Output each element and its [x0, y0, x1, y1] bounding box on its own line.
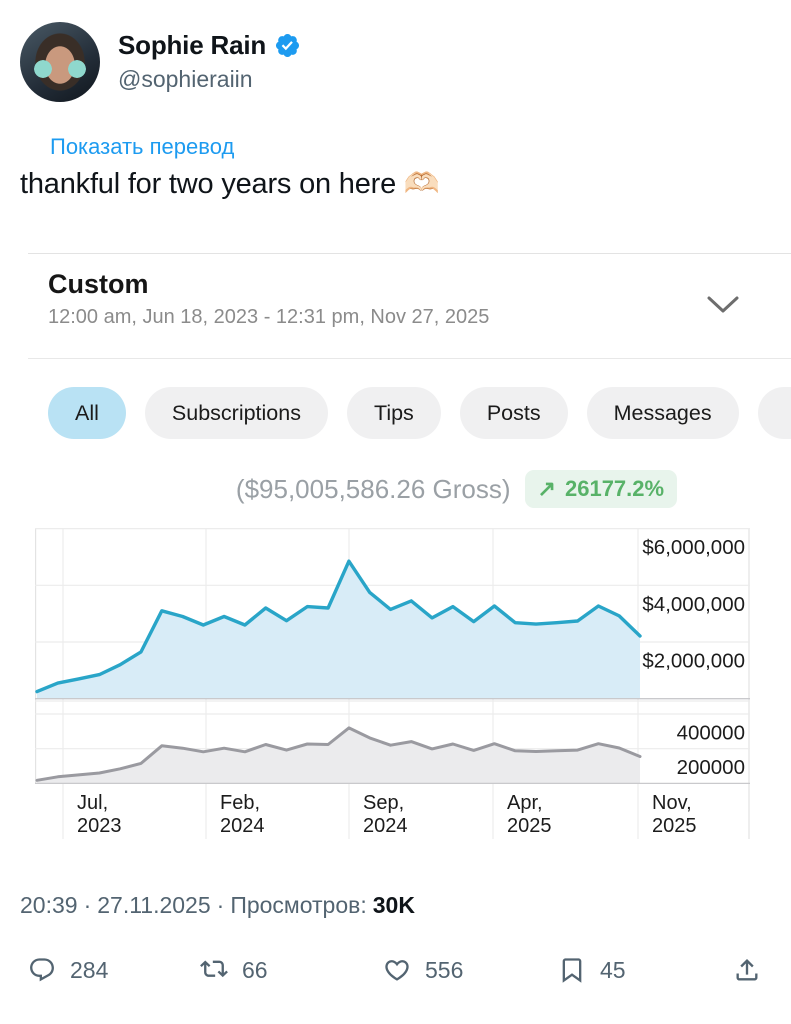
tweet-header: Sophie Rain @sophieraiin [20, 22, 301, 102]
tab-tips[interactable]: Tips [346, 387, 441, 439]
tab-all[interactable]: All [48, 387, 126, 439]
bookmark-count: 45 [600, 956, 626, 983]
dot-separator: · [216, 892, 225, 918]
views-count: 30K [372, 892, 415, 918]
tab-posts[interactable]: Posts [459, 387, 568, 439]
tab-label: Subscriptions [171, 400, 301, 425]
y-axis-tick: $2,000,000 [642, 650, 745, 673]
reply-count: 284 [70, 956, 109, 983]
earnings-chart: $6,000,000 $4,000,000 $2,000,000 400000 2000… [35, 528, 750, 839]
bookmark-icon[interactable] [558, 956, 586, 984]
y-axis-tick: $6,000,000 [642, 536, 745, 559]
x-axis-tick: Apr, [507, 792, 543, 814]
x-axis-tick: 2025 [652, 815, 697, 837]
x-axis-tick: Feb, [220, 792, 260, 814]
like-action[interactable]: 556 [383, 956, 463, 984]
y-axis-tick: 400000 [677, 722, 745, 745]
period-range: 12:00 am, Jun 18, 2023 - 12:31 pm, Nov 2… [48, 306, 490, 328]
filter-tabs: All Subscriptions Tips Posts Messages [48, 387, 791, 439]
repost-action[interactable]: 66 [200, 956, 268, 984]
like-count: 556 [425, 956, 464, 983]
share-icon[interactable] [733, 956, 761, 984]
growth-badge: ↗ 26177.2% [524, 470, 678, 508]
y-axis-tick: $4,000,000 [642, 593, 745, 616]
share-action[interactable] [733, 956, 761, 984]
tweet-text-content: thankful for two years on here [20, 168, 397, 200]
reply-icon[interactable] [28, 956, 56, 984]
post-date: 27.11.2025 [97, 892, 211, 918]
tab-messages[interactable]: Messages [586, 387, 739, 439]
tab-label: Posts [486, 400, 541, 425]
heart-icon[interactable] [383, 956, 411, 984]
verified-badge-icon [276, 33, 300, 58]
heart-hands-emoji: 🫶🏻 [403, 168, 440, 200]
tweet-text: thankful for two years on here 🫶🏻 [20, 167, 440, 201]
y-axis-tick: 200000 [677, 756, 745, 779]
post-time: 20:39 [20, 892, 78, 918]
tab-label: All [75, 400, 99, 425]
stats-screenshot-card[interactable]: Custom 12:00 am, Jun 18, 2023 - 12:31 pm… [28, 253, 791, 858]
repost-icon[interactable] [200, 956, 228, 984]
translate-link[interactable]: Показать перевод [50, 134, 235, 159]
tab-label: Messages [613, 400, 712, 425]
growth-value: 26177.2% [564, 476, 665, 501]
display-name[interactable]: Sophie Rain [118, 30, 267, 60]
tweet-meta: 20:39 · 27.11.2025 · Просмотров: 30K [20, 892, 421, 919]
period-label: Custom [48, 269, 149, 299]
header-divider [28, 358, 791, 359]
x-axis-tick: Jul, [77, 792, 108, 814]
tab-subscriptions[interactable]: Subscriptions [144, 387, 328, 439]
gross-row: ($95,005,586.26 Gross) ↗ 26177.2% [75, 470, 791, 508]
repost-count: 66 [242, 956, 268, 983]
up-right-arrow-icon: ↗ [537, 476, 556, 501]
reply-action[interactable]: 284 [28, 956, 108, 984]
tab-partial[interactable] [757, 387, 791, 439]
x-axis-tick: Nov, [652, 792, 692, 814]
x-axis-tick: 2025 [507, 815, 552, 837]
tab-label: Tips [373, 400, 414, 425]
avatar[interactable] [20, 22, 100, 102]
x-axis-tick: Sep, [363, 792, 404, 814]
name-block: Sophie Rain @sophieraiin [118, 22, 301, 102]
bookmark-action[interactable]: 45 [558, 956, 626, 984]
gross-total-label: ($95,005,586.26 Gross) [235, 473, 511, 504]
x-axis-tick: 2023 [77, 815, 122, 837]
chevron-down-icon[interactable] [706, 294, 740, 316]
handle[interactable]: @sophieraiin [118, 66, 253, 92]
dot-separator: · [83, 892, 92, 918]
action-bar: 284 66 556 45 [0, 956, 791, 1000]
views-label: Просмотров: [230, 892, 367, 918]
x-axis-tick: 2024 [363, 815, 408, 837]
x-axis-tick: 2024 [220, 815, 265, 837]
